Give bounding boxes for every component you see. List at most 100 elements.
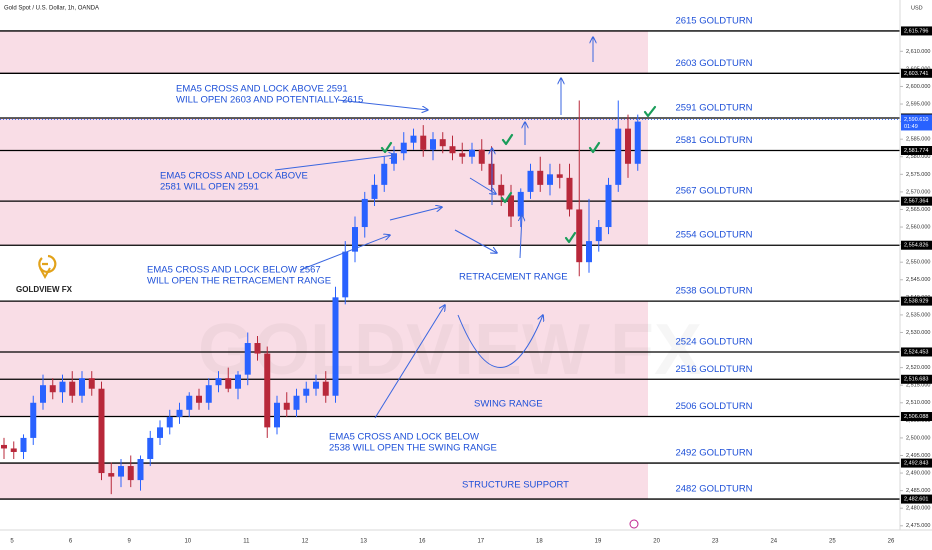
annotation: EMA5 CROSS AND LOCK ABOVE: [160, 171, 308, 182]
candle-body: [459, 153, 466, 157]
candle-body: [478, 149, 485, 164]
candle-body: [293, 395, 300, 410]
candle-body: [469, 149, 475, 157]
y-tick-label: 2,500.000: [906, 435, 930, 441]
x-tick-label: 25: [829, 539, 836, 545]
price-box: [901, 146, 932, 156]
price-box: [901, 68, 932, 78]
candle-body: [527, 170, 534, 192]
level-label: 2492 GOLDTURN: [675, 448, 752, 459]
logo-icon: [38, 254, 57, 274]
x-tick-label: 12: [302, 539, 309, 545]
countdown: 01:49: [904, 124, 918, 130]
x-axis-bg: [0, 530, 932, 550]
level-label: 2603 GOLDTURN: [675, 58, 752, 69]
x-tick-label: 20: [653, 539, 660, 545]
current-price-label: 2,590.610: [904, 117, 928, 123]
candle-body: [69, 381, 76, 396]
candle-body: [196, 395, 202, 403]
candle-body: [625, 128, 631, 164]
x-tick-label: 16: [419, 539, 426, 545]
price-box-label: 2,482.601: [904, 497, 928, 503]
level-label: 2581 GOLDTURN: [675, 135, 752, 146]
candle-body: [79, 378, 85, 396]
checkmark: [564, 231, 577, 244]
price-box: [901, 374, 932, 384]
candle-body: [615, 128, 622, 185]
candle-body: [127, 466, 134, 481]
candle-body: [59, 381, 66, 393]
annotation: EMA5 CROSS AND LOCK BELOW 2567: [147, 265, 321, 276]
annotation: EMA5 CROSS AND LOCK BELOW: [329, 432, 479, 443]
x-tick-label: 9: [128, 539, 132, 545]
level-label: 2538 GOLDTURN: [675, 286, 752, 297]
y-tick-label: 2,535.000: [906, 312, 930, 318]
x-tick-label: 13: [360, 539, 367, 545]
arrow: [337, 99, 428, 110]
chart-title: Gold Spot / U.S. Dollar, 1h, OANDA: [4, 6, 99, 12]
candle-body: [137, 459, 144, 481]
current-price-box: [901, 114, 932, 131]
level-label: 2567 GOLDTURN: [675, 186, 752, 197]
candle-body: [595, 227, 602, 242]
y-tick-label: 2,600.000: [906, 84, 930, 90]
arrow: [454, 229, 497, 253]
candle-body: [215, 378, 222, 386]
candle-body: [537, 170, 544, 185]
candle-body: [342, 251, 349, 298]
level-label: 2591 GOLDTURN: [675, 103, 752, 114]
annotation: RETRACEMENT RANGE: [459, 272, 568, 283]
candle-body: [371, 184, 378, 199]
candle-body: [225, 378, 232, 389]
x-tick-label: 23: [712, 539, 719, 545]
candle-body: [49, 385, 56, 393]
checkmark: [380, 141, 393, 154]
candle-body: [517, 191, 524, 217]
y-tick-label: 2,560.000: [906, 224, 930, 230]
y-tick-label: 2,545.000: [906, 277, 930, 283]
y-tick-label: 2,575.000: [906, 172, 930, 178]
candle-body: [40, 385, 46, 403]
y-tick-label: 2,480.000: [906, 506, 930, 512]
candle-body: [10, 448, 17, 452]
y-axis-bg: [900, 0, 932, 550]
candle-body: [322, 381, 329, 396]
candle-body: [108, 473, 115, 477]
y-tick-label: 2,530.000: [906, 330, 930, 336]
candle-body: [400, 142, 407, 154]
price-box-label: 2,581.774: [904, 148, 928, 154]
level-label: 2524 GOLDTURN: [675, 336, 752, 347]
price-box: [901, 347, 932, 357]
candle-body: [157, 427, 163, 438]
y-tick-label: 2,510.000: [906, 400, 930, 406]
candle-body: [556, 174, 563, 178]
candle-body: [576, 209, 583, 263]
arrow: [299, 235, 390, 271]
y-tick-label: 2,580.000: [906, 154, 930, 160]
checkmark: [500, 191, 513, 204]
y-tick-label: 2,595.000: [906, 101, 930, 107]
price-box-label: 2,506.088: [904, 414, 928, 420]
x-tick-label: 19: [595, 539, 602, 545]
candle-body: [283, 402, 290, 410]
candle-body: [449, 146, 456, 154]
level-label: 2554 GOLDTURN: [675, 230, 752, 241]
candle-body: [508, 195, 514, 217]
annotation: WILL OPEN THE RETRACEMENT RANGE: [147, 276, 331, 287]
price-box: [901, 196, 932, 206]
candle-body: [30, 402, 37, 438]
candle-body: [352, 227, 358, 252]
y-tick-label: 2,515.000: [906, 383, 930, 389]
annotation: WILL OPEN 2603 AND POTENTIALLY 2615: [176, 95, 363, 106]
arrow: [374, 305, 445, 419]
candle-body: [498, 184, 505, 196]
y-tick-label: 2,585.000: [906, 137, 930, 143]
candle-body: [205, 385, 212, 403]
candle-body: [186, 395, 193, 410]
candle-body: [235, 374, 241, 389]
checkmark: [588, 141, 601, 154]
price-box-label: 2,554.826: [904, 243, 928, 249]
candle-body: [410, 135, 417, 143]
